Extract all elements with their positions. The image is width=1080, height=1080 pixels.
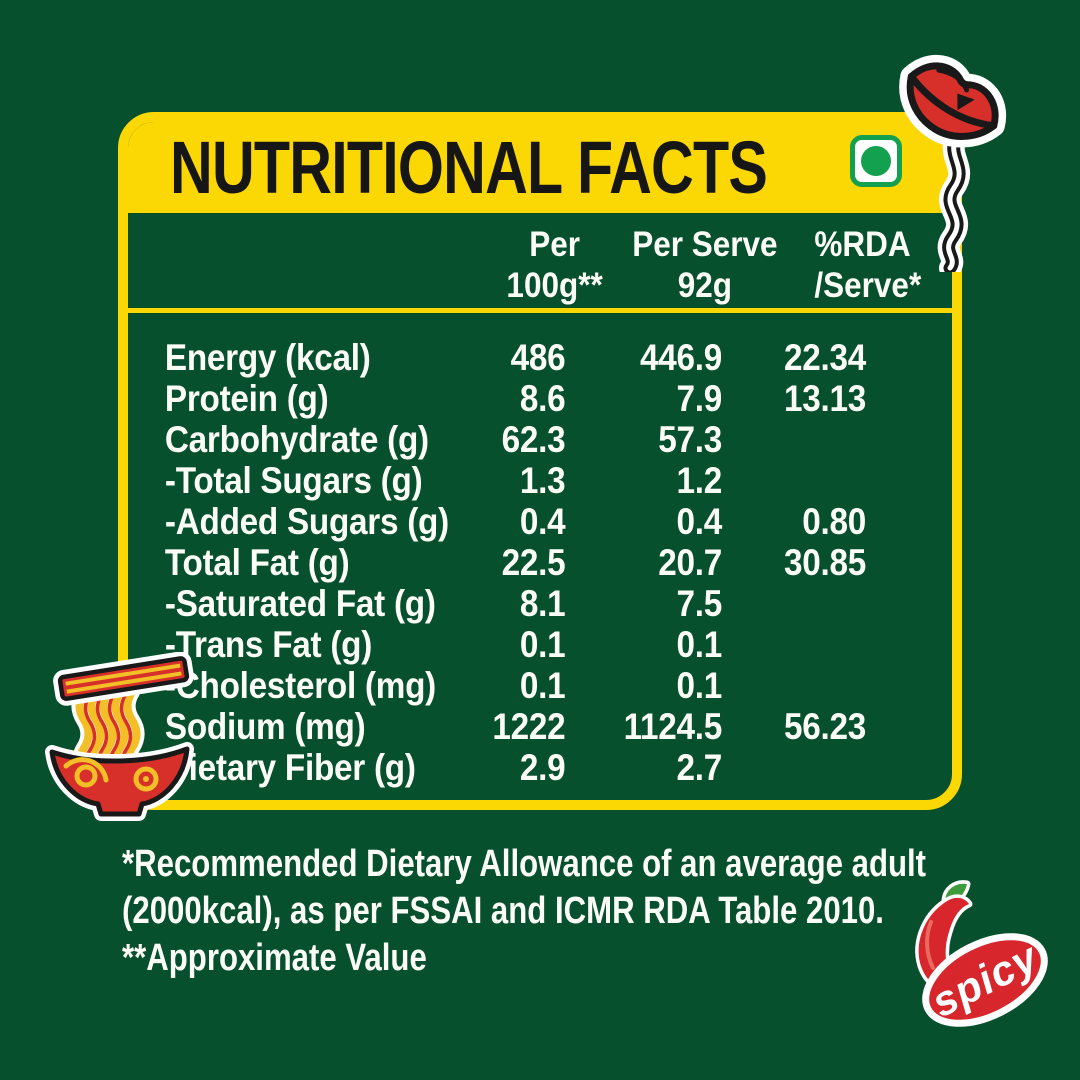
value-per-serve: 7.9 <box>676 377 723 419</box>
value-per-100g: 0.1 <box>519 623 566 665</box>
footnote-line: *Recommended Dietary Allowance of an ave… <box>122 843 927 885</box>
value-per-100g: 8.6 <box>519 377 566 419</box>
value-per-100g: 1222 <box>492 705 566 747</box>
value-per-100g: 62.3 <box>501 418 566 460</box>
column-header-per-100g: Per 100g** <box>506 224 602 306</box>
nutrient-label: -Added Sugars (g) <box>164 500 449 542</box>
table-row: Dietary Fiber (g) 2.9 2.7 <box>128 747 952 788</box>
column-header-line: 92g <box>677 266 733 305</box>
table-row: Sodium (mg) 1222 1124.5 56.23 <box>128 706 952 747</box>
nutrient-label: Protein (g) <box>164 377 329 419</box>
table-row: Carbohydrate (g) 62.3 57.3 <box>128 419 952 460</box>
footnotes: *Recommended Dietary Allowance of an ave… <box>122 841 926 982</box>
footnote-line: (2000kcal), as per FSSAI and ICMR RDA Ta… <box>122 890 884 932</box>
veg-mark-icon <box>850 135 902 187</box>
table-rows: Energy (kcal) 486 446.9 22.34 Protein (g… <box>128 313 952 788</box>
value-per-100g: 486 <box>510 336 566 378</box>
value-per-100g: 1.3 <box>519 459 566 501</box>
value-per-serve: 1124.5 <box>623 705 723 747</box>
table-row: Energy (kcal) 486 446.9 22.34 <box>128 337 952 378</box>
value-rda: 13.13 <box>784 377 866 419</box>
card-header: NUTRITIONAL FACTS <box>128 122 952 213</box>
table-row: -Trans Fat (g) 0.1 0.1 <box>128 624 952 665</box>
column-header-line: /Serve* <box>814 266 922 305</box>
value-per-serve: 2.7 <box>676 746 723 788</box>
nutrient-label: -Saturated Fat (g) <box>164 582 436 624</box>
header-divider <box>128 308 952 313</box>
value-per-100g: 0.4 <box>519 500 566 542</box>
page-title: NUTRITIONAL FACTS <box>170 126 768 209</box>
nutrient-label: Carbohydrate (g) <box>164 418 429 460</box>
nutrient-label: Total Fat (g) <box>164 541 350 583</box>
value-per-100g: 0.1 <box>519 664 566 706</box>
nutrient-label: -Trans Fat (g) <box>164 623 373 665</box>
value-per-serve: 57.3 <box>658 418 722 460</box>
nutrition-card: NUTRITIONAL FACTS Per 100g** Per Serve 9… <box>118 112 962 810</box>
value-per-100g: 8.1 <box>519 582 566 624</box>
value-per-serve: 20.7 <box>658 541 722 583</box>
table-row: -Total Sugars (g) 1.3 1.2 <box>128 460 952 501</box>
column-header-line: Per <box>529 225 580 264</box>
value-per-serve: 0.4 <box>676 500 723 542</box>
value-per-serve: 0.1 <box>676 623 723 665</box>
table-row: -Cholesterol (mg) 0.1 0.1 <box>128 665 952 706</box>
table-row: Protein (g) 8.6 7.9 13.13 <box>128 378 952 419</box>
column-headers: Per 100g** Per Serve 92g %RDA /Serve* <box>128 213 952 308</box>
table-row: -Added Sugars (g) 0.4 0.4 0.80 <box>128 501 952 542</box>
value-per-serve: 1.2 <box>676 459 723 501</box>
value-per-serve: 446.9 <box>640 336 722 378</box>
table-row: Total Fat (g) 22.5 20.7 30.85 <box>128 542 952 583</box>
nutrient-label: Dietary Fiber (g) <box>164 746 416 788</box>
value-rda: 22.34 <box>784 336 866 378</box>
nutrient-label: -Cholesterol (mg) <box>164 664 436 706</box>
lips-slurping-noodle-icon <box>899 55 1007 272</box>
column-header-rda: %RDA /Serve* <box>814 224 921 306</box>
column-header-line: %RDA <box>814 225 911 264</box>
nutrient-label: -Total Sugars (g) <box>164 459 423 501</box>
spicy-chili-icon: spicy <box>915 880 1048 1027</box>
value-rda: 0.80 <box>802 500 866 542</box>
value-per-serve: 0.1 <box>676 664 723 706</box>
footnote-line: **Approximate Value <box>122 937 427 979</box>
noodle-bowl-chopsticks-icon <box>45 652 194 821</box>
column-header-per-serve: Per Serve 92g <box>632 224 777 306</box>
value-rda: 56.23 <box>784 705 866 747</box>
nutrient-label: Sodium (mg) <box>164 705 366 747</box>
value-per-100g: 2.9 <box>519 746 566 788</box>
column-header-line: Per Serve <box>632 225 778 264</box>
veg-dot <box>861 146 891 176</box>
value-rda: 30.85 <box>784 541 866 583</box>
table-row: -Saturated Fat (g) 8.1 7.5 <box>128 583 952 624</box>
value-per-100g: 22.5 <box>501 541 566 583</box>
value-per-serve: 7.5 <box>676 582 723 624</box>
column-header-line: 100g** <box>506 266 603 305</box>
nutrient-label: Energy (kcal) <box>164 336 371 378</box>
